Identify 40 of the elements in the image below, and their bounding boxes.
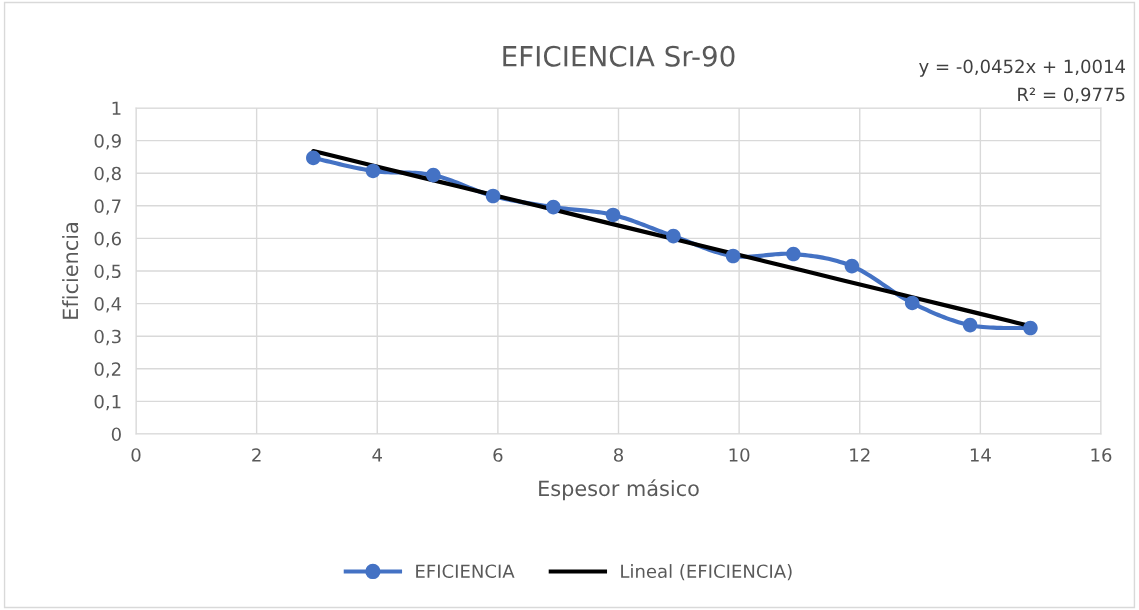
x-tick-label: 0 <box>131 448 141 462</box>
y-tick-label: 0,8 <box>94 166 121 183</box>
x-axis-title: Espesor másico <box>539 479 699 501</box>
point <box>962 317 978 333</box>
y-axis-title: Eficiencia <box>62 223 79 319</box>
point <box>725 248 741 264</box>
x-tick-label: 14 <box>970 448 991 462</box>
point <box>546 199 561 215</box>
point <box>365 163 381 179</box>
x-tick-label: 2 <box>252 448 261 462</box>
y-tick-label: 0,4 <box>94 297 122 313</box>
y-tick-label: 0,5 <box>94 264 121 280</box>
y-tick-label: 0,6 <box>94 231 121 248</box>
x-tick-label: 8 <box>613 448 624 462</box>
point <box>605 207 621 223</box>
y-tick-label: 0,9 <box>94 134 121 150</box>
point <box>844 258 860 274</box>
chart-title: EFICIENCIA Sr-90 <box>503 45 735 67</box>
x-tick-label: 16 <box>1091 448 1112 462</box>
point <box>786 246 801 262</box>
y-tick-label: 0,2 <box>94 362 121 378</box>
point <box>904 295 920 311</box>
y-tick-label: 0,3 <box>94 329 121 346</box>
y-tick-label: 1 <box>112 101 121 115</box>
x-tick-label: 12 <box>850 448 870 462</box>
point <box>485 188 501 204</box>
text: y = -0,0452x + 1,0014 <box>919 59 1125 77</box>
x-tick-label: 4 <box>372 448 382 462</box>
y-tick-label: 0,7 <box>94 199 121 215</box>
point <box>1023 320 1038 336</box>
x-tick-label: 10 <box>729 448 750 462</box>
x-tick-label: 6 <box>493 448 503 462</box>
legend-label: EFICIENCIA <box>416 564 515 579</box>
text: R² = 0,9775 <box>1018 87 1125 104</box>
y-tick-label: 0 <box>111 427 121 442</box>
legend-label: Lineal (EFICIENCIA) <box>621 564 792 581</box>
y-tick-label: 0,1 <box>94 394 121 411</box>
point <box>306 150 321 166</box>
point <box>666 228 681 244</box>
point <box>426 167 441 183</box>
